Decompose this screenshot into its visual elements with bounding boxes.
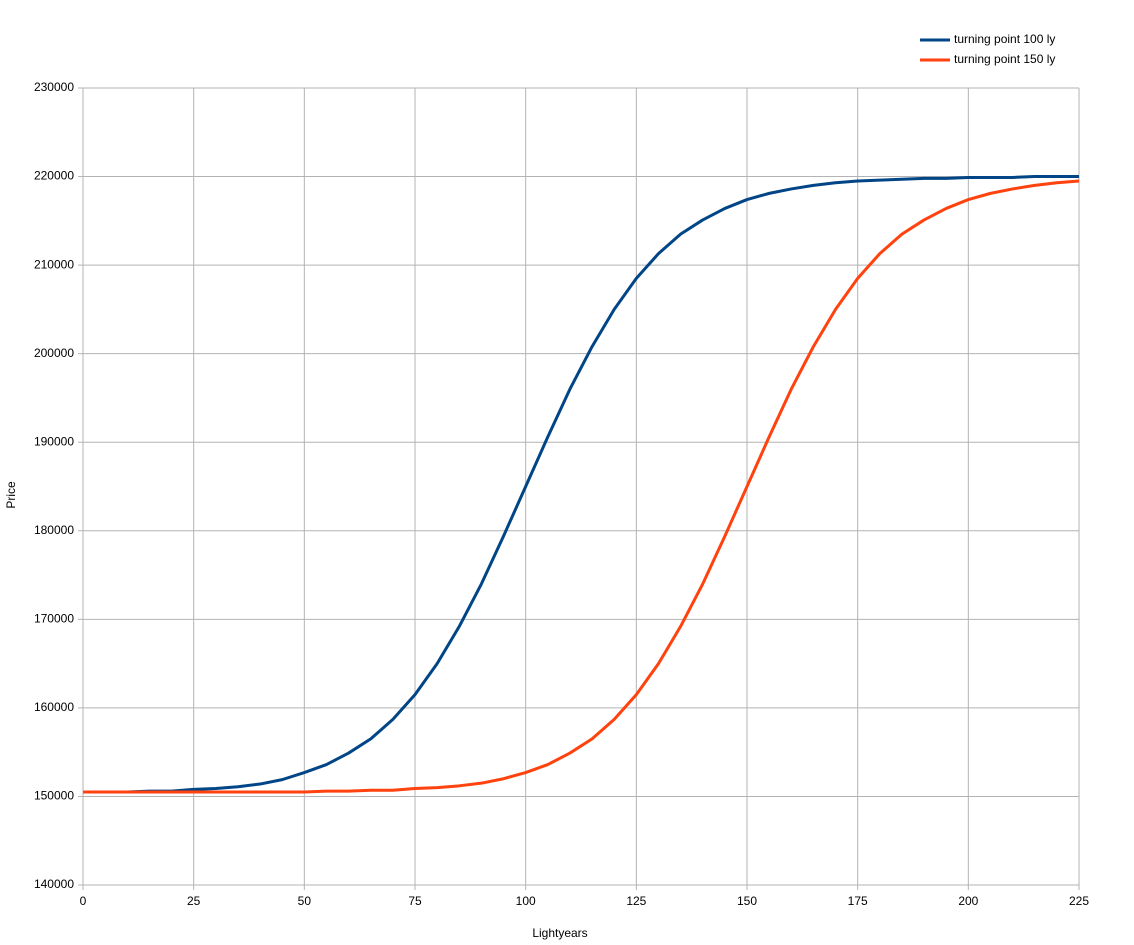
x-tick-label: 150 [737, 894, 757, 908]
x-tick-label: 175 [848, 894, 868, 908]
y-axis-label: Price [4, 481, 18, 509]
y-tick-label: 180000 [34, 523, 74, 537]
y-tick-label: 190000 [34, 434, 74, 448]
x-tick-label: 0 [80, 894, 87, 908]
y-tick-label: 230000 [34, 80, 74, 94]
x-tick-label: 125 [626, 894, 646, 908]
x-tick-label: 200 [958, 894, 978, 908]
y-tick-label: 140000 [34, 877, 74, 891]
legend-label: turning point 150 ly [954, 52, 1055, 66]
legend-label: turning point 100 ly [954, 32, 1055, 46]
y-tick-label: 160000 [34, 700, 74, 714]
y-tick-label: 210000 [34, 257, 74, 271]
x-tick-label: 75 [408, 894, 422, 908]
y-tick-label: 150000 [34, 789, 74, 803]
x-tick-label: 50 [298, 894, 312, 908]
x-tick-label: 100 [516, 894, 536, 908]
x-axis-label: Lightyears [532, 926, 587, 940]
grid [78, 87, 1080, 890]
legend: turning point 100 ly turning point 150 ly [920, 32, 1055, 66]
y-tick-label: 170000 [34, 612, 74, 626]
y-tick-label: 220000 [34, 169, 74, 183]
x-tick-label: 25 [187, 894, 201, 908]
data-line [83, 179, 1080, 794]
plot [83, 175, 1080, 794]
data-line [83, 175, 1079, 794]
x-tick-label: 225 [1069, 894, 1089, 908]
y-tick-label: 200000 [34, 346, 74, 360]
